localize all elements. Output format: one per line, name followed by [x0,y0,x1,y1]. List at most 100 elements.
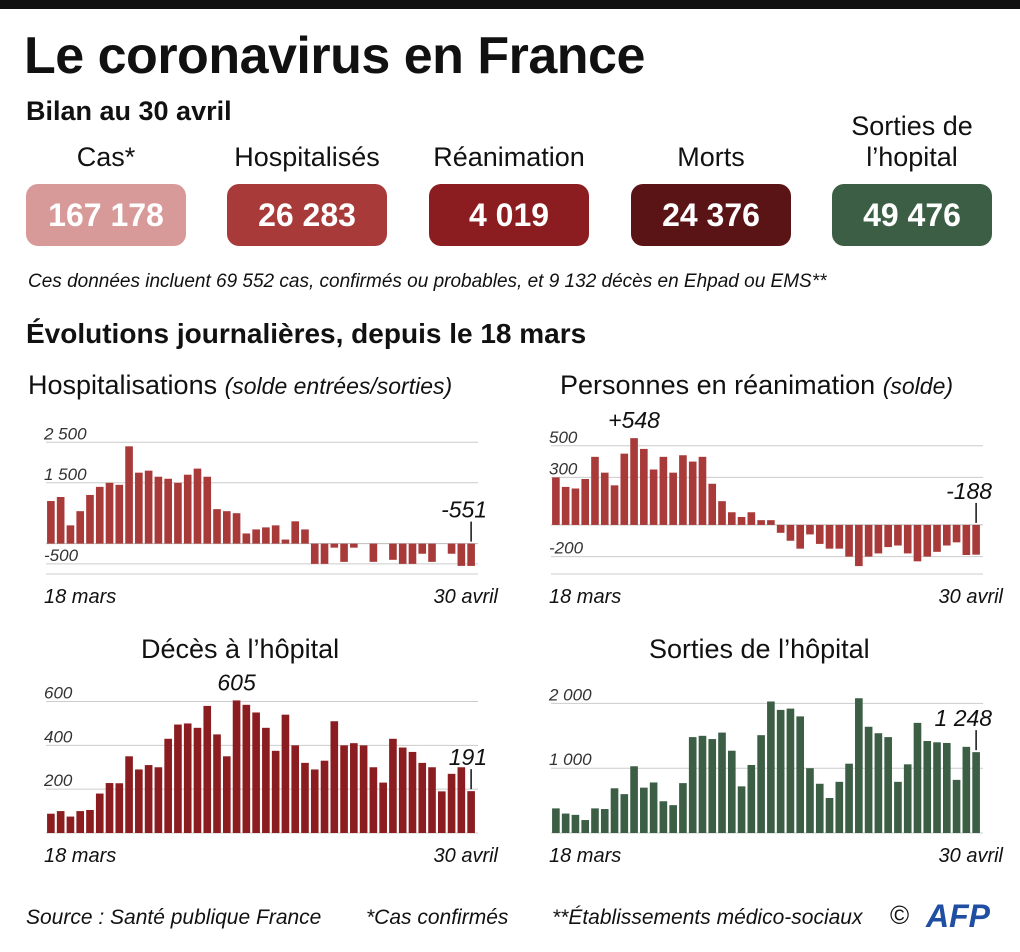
annotation-label: -188 [946,478,992,504]
bar [864,726,873,833]
bar [183,474,192,544]
bar [747,764,756,833]
max-annotation-label: +548 [608,407,660,433]
x-start-label: 18 mars [44,586,116,608]
bar [688,461,697,525]
bar [428,543,436,562]
bar [659,801,668,833]
chart-title-text: Hospitalisations [28,370,218,400]
bar [66,525,75,544]
bar [47,501,55,544]
chart-title-note: (solde entrées/sorties) [224,373,453,399]
bar [428,767,436,833]
bar [76,511,85,544]
footnote-cas: *Cas confirmés [366,906,509,929]
bar [320,760,329,833]
bar [457,767,466,833]
bar [600,809,609,833]
bar [610,788,619,833]
bar [630,766,638,833]
bar [144,765,153,833]
y-tick-label: 2 000 [548,685,592,704]
bar [884,737,892,833]
chart-title-sorties: Sorties de l’hôpital [649,634,870,665]
bar [874,524,883,554]
stat-label: Cas* [76,142,136,172]
bar [183,723,192,833]
bar [688,737,697,833]
y-tick-label: 200 [43,771,73,790]
bar [115,484,124,544]
annotation-label: -551 [441,497,487,523]
bar [864,524,873,557]
bar [786,524,795,541]
bar [95,486,104,544]
bar [66,816,75,833]
data-note: Ces données incluent 69 552 cas, confirm… [28,271,827,292]
y-tick-label: -200 [549,539,584,558]
bar [232,513,241,544]
bar [437,791,446,833]
stat-value: 26 283 [227,184,387,246]
stat-value: 24 376 [631,184,791,246]
chart-title-text: Décès à l’hôpital [141,634,340,664]
bar [174,724,182,833]
bar [330,543,339,548]
bar [649,782,658,833]
bar [737,517,746,525]
bar [56,811,65,833]
bar [600,472,609,525]
bar [389,738,397,833]
bar [369,543,378,562]
page-subtitle: Bilan au 30 avril [26,96,232,126]
bar [301,762,309,833]
stat-label: Hospitalisés [234,142,380,172]
bar [825,524,834,549]
bar [571,488,580,525]
max-annotation-label: 605 [217,669,256,695]
bar [894,781,902,833]
bar [757,520,765,525]
bar [874,733,883,833]
stat-label: Sorties de l’hopital [851,111,973,172]
bar [242,533,251,544]
bar [232,700,241,833]
bar [855,524,863,567]
bar [76,811,85,833]
bar [767,520,775,525]
stat-value: 167 178 [26,184,186,246]
bar [942,742,951,833]
bar [222,511,231,544]
bar [845,524,853,557]
y-tick-label: -500 [44,546,79,565]
bar [806,768,814,833]
bar [571,814,580,833]
bar [281,714,290,833]
bar [408,751,417,833]
bar [262,527,270,544]
bar [640,448,648,525]
bar [467,543,475,566]
bar [340,745,348,833]
bar [923,524,932,557]
bar [310,769,319,833]
bar [105,783,114,833]
bar [591,456,599,525]
bar [776,524,785,533]
bar [193,727,202,833]
bar [115,783,124,833]
bar [56,496,65,544]
bar [281,539,290,544]
chart-title-reanimation: Personnes en réanimation (solde) [560,370,953,401]
y-tick-label: 1 000 [549,750,592,769]
bar [718,732,726,833]
bar [350,743,358,833]
stat-label: Morts [677,142,745,172]
y-tick-label: 600 [44,684,73,703]
bar [164,738,172,833]
bar [796,524,805,549]
bar [903,524,912,554]
bar [125,756,133,833]
bar [252,529,260,544]
bar [581,479,590,525]
